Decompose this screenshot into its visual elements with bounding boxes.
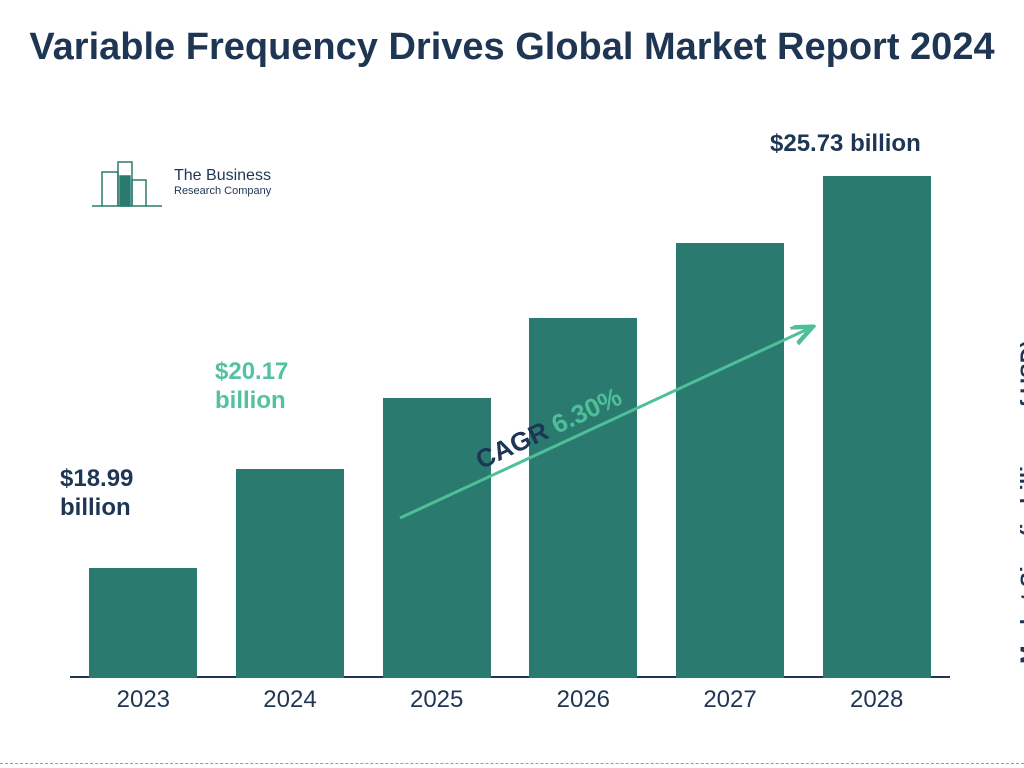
chart-title-text: Variable Frequency Drives Global Market … <box>29 26 994 68</box>
x-tick-label: 2028 <box>850 686 903 714</box>
bar-slot: 2026 <box>510 318 657 678</box>
x-tick-label: 2023 <box>117 686 170 714</box>
y-axis-label: Market Size (in billions of USD) <box>1016 340 1024 664</box>
bar-slot: 2028 <box>803 176 950 678</box>
bar-slot: 2027 <box>657 243 804 678</box>
bar <box>529 318 637 678</box>
bar-slot: 2024 <box>217 469 364 678</box>
value-label: $25.73 billion <box>770 130 990 159</box>
chart-area: 202320242025202620272028 CAGR 6.30% <box>70 148 950 708</box>
chart-title: Variable Frequency Drives Global Market … <box>0 24 1024 72</box>
bottom-dashed-divider <box>0 763 1024 764</box>
bar <box>383 398 491 678</box>
value-label: $20.17billion <box>215 358 355 416</box>
bar-slot: 2023 <box>70 568 217 678</box>
x-tick-label: 2026 <box>557 686 610 714</box>
bar <box>676 243 784 678</box>
x-tick-label: 2025 <box>410 686 463 714</box>
bar <box>823 176 931 678</box>
bar <box>236 469 344 678</box>
x-tick-label: 2027 <box>703 686 756 714</box>
x-tick-label: 2024 <box>263 686 316 714</box>
bars-container: 202320242025202620272028 <box>70 158 950 678</box>
value-label: $18.99billion <box>60 465 200 523</box>
bar <box>89 568 197 678</box>
